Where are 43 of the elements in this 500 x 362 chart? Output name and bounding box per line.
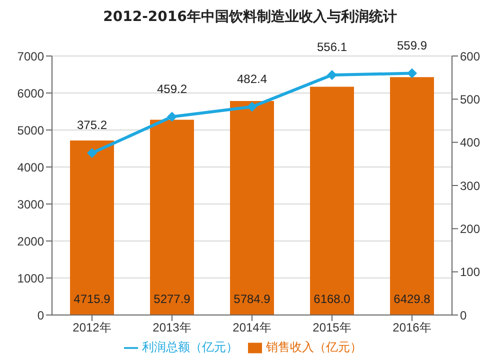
y-tick-label: 2000 (17, 234, 44, 248)
x-tick-label: 2012年 (72, 320, 112, 335)
data-label: 6429.8 (394, 292, 431, 306)
chart-title: 2012-2016年中国饮料制造业收入与利润统计 (102, 8, 398, 26)
y2-tick-label: 300 (460, 178, 480, 193)
bar (390, 77, 434, 315)
y-tick-label: 7000 (17, 49, 44, 64)
y-tick-label: 0 (37, 308, 44, 322)
legend-label: 利润总额（亿元） (142, 340, 238, 354)
y2-tick-label: 400 (460, 136, 480, 150)
y2-tick-label: 500 (460, 92, 480, 106)
y-tick-label: 4000 (17, 160, 44, 174)
data-label: 4715.9 (74, 292, 111, 306)
x-tick-label: 2013年 (152, 320, 192, 335)
data-label: 459.2 (156, 82, 188, 96)
bar (230, 100, 274, 315)
bar (150, 120, 194, 315)
data-label: 375.2 (76, 118, 108, 132)
y-tick-label: 5000 (17, 123, 44, 138)
legend-label: 销售收入（亿元） (266, 340, 362, 354)
point (167, 112, 177, 122)
point (87, 148, 97, 158)
point (407, 68, 417, 78)
x-tick-label: 2014年 (232, 320, 272, 335)
y-tick-label: 3000 (17, 197, 44, 212)
data-label: 5784.9 (234, 292, 271, 306)
y2-tick-label: 0 (460, 308, 467, 322)
point (327, 70, 337, 80)
data-label: 482.4 (236, 72, 268, 86)
data-label: 5277.9 (154, 292, 191, 306)
data-label: 6168.0 (314, 292, 351, 306)
x-tick-label: 2015年 (312, 320, 352, 335)
point (247, 102, 257, 112)
y2-tick-label: 100 (460, 265, 480, 280)
y2-tick-label: 200 (460, 222, 480, 236)
y-tick-label: 6000 (17, 86, 44, 100)
x-tick-label: 2016年 (392, 320, 432, 335)
data-label: 559.9 (396, 38, 428, 52)
bar (310, 86, 354, 315)
y2-tick-label: 600 (460, 49, 480, 64)
bar (70, 140, 114, 315)
y-tick-label: 1000 (17, 271, 44, 286)
data-label: 556.1 (316, 40, 348, 54)
